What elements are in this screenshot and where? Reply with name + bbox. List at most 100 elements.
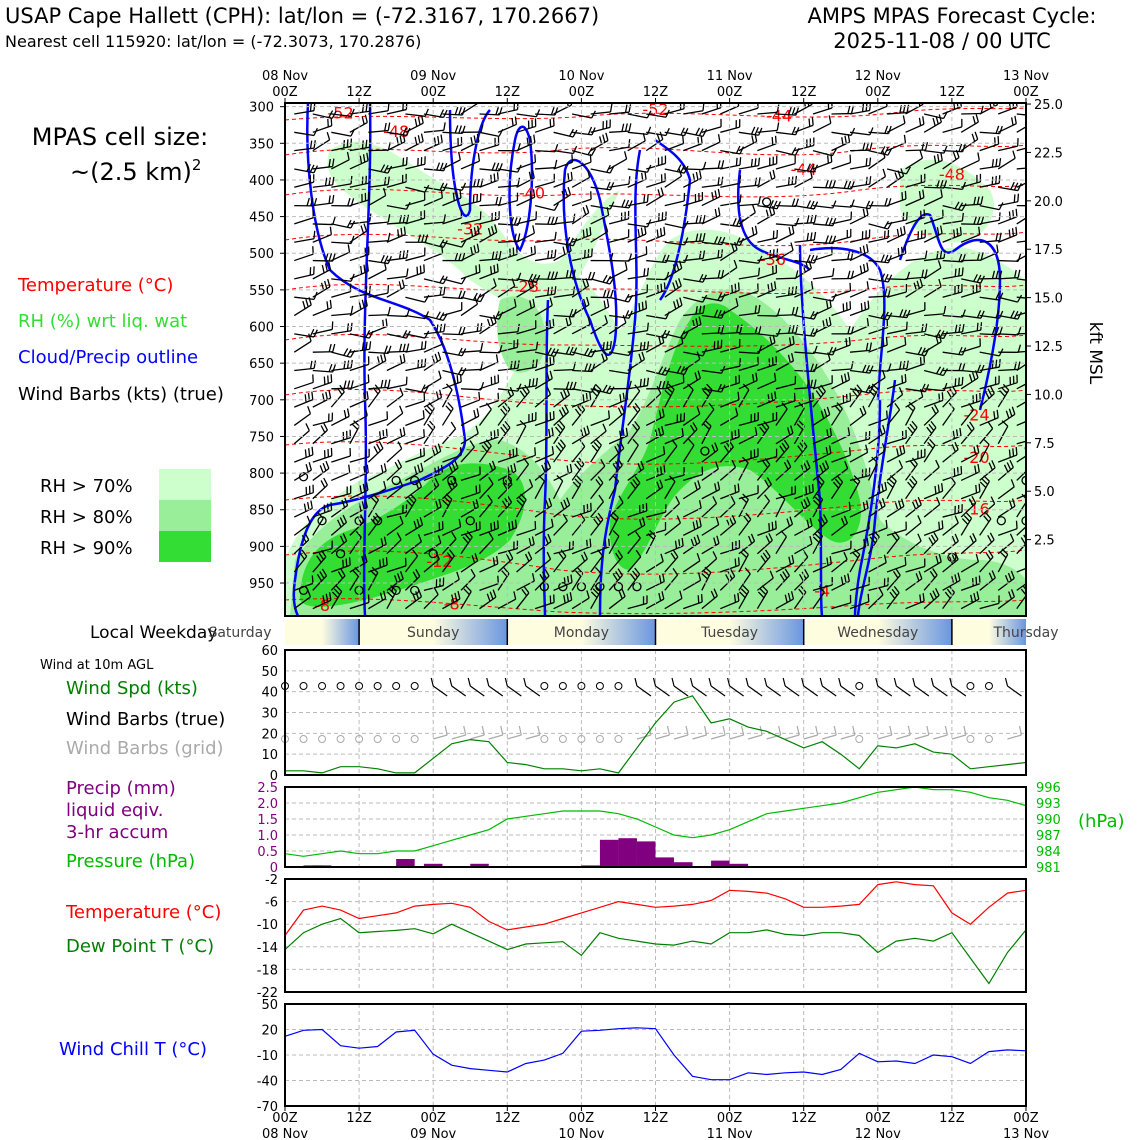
calm-marker bbox=[392, 682, 401, 690]
wind-barb-flag bbox=[642, 132, 646, 142]
wind-barb-flag bbox=[676, 164, 682, 172]
wind-barb-flag bbox=[741, 725, 745, 736]
wind-barb-flag bbox=[918, 117, 922, 126]
wind-barb-flag bbox=[309, 164, 315, 173]
wind-barb-shaft bbox=[432, 685, 448, 697]
wind-barb-flag bbox=[470, 246, 474, 255]
wind-barb-flag bbox=[384, 379, 387, 388]
wind-barb bbox=[942, 441, 959, 463]
wind-barb-flag bbox=[673, 301, 677, 310]
wind-barb-flag bbox=[904, 373, 907, 383]
wind-barb-flag bbox=[737, 428, 740, 438]
y-tick-label: 20 bbox=[261, 1024, 278, 1039]
wind-barb-flag bbox=[952, 151, 957, 160]
wind-barb-flag bbox=[776, 104, 780, 113]
wind-barb-flag bbox=[584, 249, 586, 258]
wind-barb-flag bbox=[1017, 344, 1022, 353]
wind-barb-shaft bbox=[636, 685, 652, 697]
calm-marker bbox=[298, 472, 309, 482]
wind-barb-flag bbox=[364, 499, 368, 508]
wind-barb bbox=[664, 412, 686, 427]
y-tick-label: -22 bbox=[257, 986, 278, 1001]
wind-barb-flag bbox=[473, 135, 477, 144]
wind-barb bbox=[571, 296, 590, 317]
wind-barb-flag bbox=[383, 536, 387, 545]
wind-barb-flag bbox=[336, 387, 343, 396]
wind-barb-flag bbox=[402, 427, 406, 436]
wind-barb bbox=[609, 199, 633, 209]
wind-barb-flag bbox=[384, 122, 387, 131]
wind-barb-shaft bbox=[516, 161, 536, 170]
wind-barb-flag bbox=[639, 378, 642, 387]
wind-barb-shaft bbox=[683, 473, 703, 482]
wind-barb-flag bbox=[902, 360, 906, 369]
wind-barb-shaft bbox=[590, 417, 610, 427]
wind-barb-flag bbox=[483, 442, 490, 450]
wind-barb-flag bbox=[551, 446, 555, 455]
wind-barb-flag bbox=[901, 192, 904, 201]
temperature-label: -20 bbox=[964, 448, 990, 467]
wind-barb-flag bbox=[309, 103, 312, 112]
y-tick-label: -70 bbox=[257, 1100, 278, 1115]
wind-barb-shaft bbox=[534, 558, 551, 573]
wind-barb bbox=[442, 571, 460, 591]
wind-barb-shaft bbox=[942, 220, 963, 225]
weekday-band: Saturday Sunday Monday Tuesday Wednesday Thur… bbox=[208, 619, 1059, 645]
wind-barb-flag bbox=[517, 233, 521, 242]
wind-barb-flag bbox=[871, 533, 878, 541]
wind-barb-shaft bbox=[924, 388, 945, 392]
wind-barb-flag bbox=[326, 131, 331, 141]
wind-barb-flag bbox=[569, 346, 574, 355]
wind-barb bbox=[812, 406, 831, 427]
wind-barb bbox=[775, 352, 795, 372]
wind-barb-shaft bbox=[701, 409, 715, 426]
wind-barb bbox=[349, 482, 369, 500]
wind-barb-flag bbox=[702, 214, 706, 224]
wind-barb-flag bbox=[867, 300, 870, 309]
wind-barb-flag bbox=[690, 538, 695, 547]
wind-barb-flag bbox=[527, 551, 533, 560]
wind-barb-flag bbox=[493, 430, 496, 439]
wind-barb-flag bbox=[847, 573, 850, 582]
wind-barb-shaft bbox=[924, 313, 945, 317]
wind-barb-flag bbox=[751, 135, 755, 144]
top-hour-label: 00Z bbox=[1013, 85, 1039, 100]
wind-barb bbox=[979, 202, 1004, 211]
wind-barb-shaft bbox=[664, 474, 685, 482]
wind-barb-flag bbox=[473, 409, 477, 419]
wind-barb bbox=[720, 194, 742, 207]
wind-barb-flag bbox=[714, 190, 718, 199]
wind-barb bbox=[719, 514, 737, 536]
wind-barb bbox=[664, 475, 676, 500]
wind-barb-flag bbox=[832, 293, 837, 302]
wind-barb bbox=[942, 267, 964, 280]
wind-barb bbox=[720, 157, 742, 170]
wind-barb-flag bbox=[739, 237, 745, 246]
wind-barb bbox=[794, 231, 817, 243]
wind-barb-flag bbox=[898, 386, 904, 395]
wind-barb bbox=[460, 153, 481, 170]
wind-barb-shaft bbox=[349, 220, 370, 225]
wind-barb-flag bbox=[998, 232, 1002, 241]
wind-barb-flag bbox=[980, 252, 984, 261]
wind-barb-flag bbox=[702, 250, 706, 259]
wind-barb-true bbox=[782, 677, 800, 697]
wind-barb-flag bbox=[372, 515, 379, 523]
wind-barb-flag bbox=[1037, 274, 1040, 281]
wind-barb-shaft bbox=[553, 520, 568, 536]
wind-barb-flag bbox=[380, 164, 386, 172]
wind-barb-flag bbox=[397, 441, 403, 449]
wind-barb-flag bbox=[476, 323, 479, 332]
wind-barb-flag bbox=[337, 519, 342, 528]
wind-barb-grid bbox=[673, 725, 689, 740]
wind-barb-flag bbox=[730, 496, 736, 504]
wind-barb-flag bbox=[634, 677, 638, 687]
wind-barb-flag bbox=[387, 103, 390, 111]
y-tick-label: 1.5 bbox=[257, 813, 278, 828]
wind-barb-shaft bbox=[293, 340, 312, 353]
wind-barb-flag bbox=[941, 392, 944, 401]
wind-barb bbox=[682, 406, 701, 426]
wind-barb-shaft bbox=[738, 107, 759, 115]
wind-barb-flag bbox=[717, 481, 721, 490]
wind-barb-flag bbox=[402, 330, 408, 338]
